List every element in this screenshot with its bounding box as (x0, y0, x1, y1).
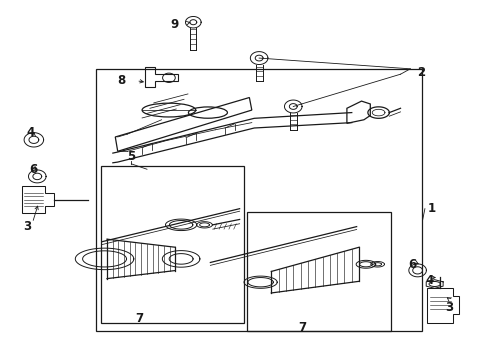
Text: 7: 7 (135, 311, 143, 325)
Text: 4: 4 (27, 126, 35, 139)
Text: 3: 3 (23, 220, 32, 233)
Bar (96, 69, 422, 330)
Text: 7: 7 (297, 320, 305, 333)
Text: 6: 6 (30, 163, 38, 176)
Text: 6: 6 (408, 258, 416, 271)
Bar (101, 166, 244, 323)
Text: 1: 1 (427, 202, 435, 215)
Text: 3: 3 (444, 301, 452, 314)
Bar (246, 212, 390, 330)
Text: 4: 4 (425, 274, 433, 287)
Text: 2: 2 (417, 66, 425, 79)
Text: 8: 8 (117, 74, 125, 87)
Text: 5: 5 (127, 150, 135, 163)
Text: 9: 9 (170, 18, 178, 31)
